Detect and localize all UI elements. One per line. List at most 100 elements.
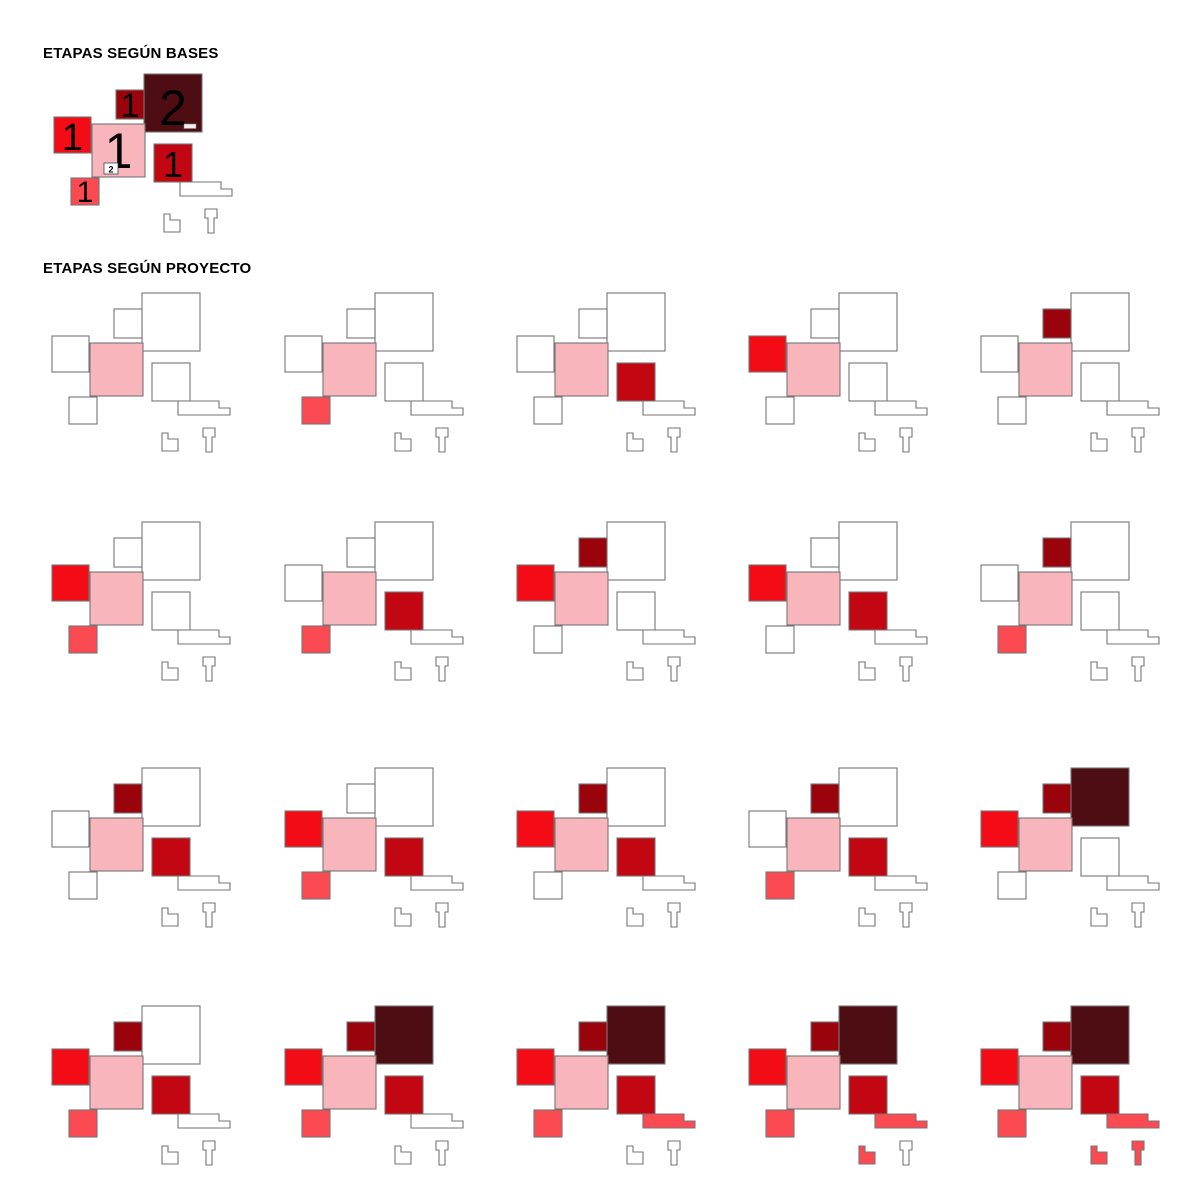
stage-number-bottom-left: 1 (77, 176, 94, 209)
building-bottom-left (70, 177, 100, 206)
building-l-annex (1090, 432, 1108, 452)
building-flask-tower (667, 656, 681, 682)
building-top-small (810, 783, 840, 814)
building-l-annex (858, 1145, 876, 1165)
building-top-small (810, 1021, 840, 1052)
building-bottom-left (533, 396, 563, 425)
building-long-hall (874, 629, 928, 645)
building-center (1018, 342, 1073, 397)
building-bottom-left (68, 625, 98, 654)
building-bottom-left (301, 1109, 331, 1138)
stage-number-big-square: 2 (159, 80, 187, 136)
building-top-small (578, 308, 608, 339)
building-right (848, 837, 888, 877)
building-flask-tower (202, 902, 216, 928)
site-plan-step-20 (980, 1005, 1160, 1166)
building-right (153, 143, 193, 183)
site-plan-step-15 (980, 767, 1160, 928)
building-flask-tower (1131, 902, 1145, 928)
building-center (786, 571, 841, 626)
building-right (384, 362, 424, 402)
building-long-hall (1106, 875, 1160, 891)
building-l-annex (161, 1145, 179, 1165)
building-long-hall (410, 629, 464, 645)
stage-number-top-small: 1 (121, 87, 140, 125)
building-l-annex (626, 1145, 644, 1165)
building-right (616, 837, 656, 877)
building-top-small (578, 537, 608, 568)
building-long-hall (1106, 400, 1160, 416)
building-flask-tower (1131, 1140, 1145, 1166)
building-left (284, 1048, 323, 1086)
building-left (53, 116, 92, 154)
building-big-square (374, 292, 434, 352)
site-plan-step-2 (284, 292, 464, 453)
building-top-small (810, 537, 840, 568)
building-l-annex (161, 432, 179, 452)
building-l-annex (858, 661, 876, 681)
building-big-square (606, 521, 666, 581)
building-bottom-left (301, 396, 331, 425)
building-right (848, 362, 888, 402)
section-title-proyecto: ETAPAS SEGÚN PROYECTO (43, 260, 252, 277)
site-plan-step-6 (51, 521, 231, 682)
building-right (848, 1075, 888, 1115)
building-left (748, 564, 787, 602)
building-center (554, 1055, 609, 1110)
building-long-hall (410, 400, 464, 416)
building-top-small (1042, 1021, 1072, 1052)
building-right (151, 362, 191, 402)
building-flask-tower (899, 656, 913, 682)
building-left (516, 1048, 555, 1086)
building-top-small (115, 89, 145, 120)
building-top-small (1042, 783, 1072, 814)
building-flask-tower (204, 208, 218, 234)
building-left (51, 1048, 90, 1086)
building-big-square (838, 292, 898, 352)
building-left (284, 810, 323, 848)
building-left (748, 810, 787, 848)
building-flask-tower (899, 902, 913, 928)
building-center (1018, 817, 1073, 872)
building-left (980, 810, 1019, 848)
building-flask-tower (899, 1140, 913, 1166)
building-left (980, 564, 1019, 602)
building-l-annex (161, 661, 179, 681)
building-big-square (143, 73, 203, 133)
building-l-annex (394, 432, 412, 452)
building-long-hall (1106, 629, 1160, 645)
building-l-annex (1090, 907, 1108, 927)
building-big-square (838, 767, 898, 827)
section-title-bases: ETAPAS SEGÚN BASES (43, 45, 219, 62)
building-center (89, 571, 144, 626)
building-bottom-left (68, 1109, 98, 1138)
building-top-small (346, 1021, 376, 1052)
building-bottom-left (997, 871, 1027, 900)
building-l-annex (394, 907, 412, 927)
building-top-small (346, 308, 376, 339)
building-big-square (374, 767, 434, 827)
building-flask-tower (202, 656, 216, 682)
building-l-annex (858, 907, 876, 927)
building-bottom-left (301, 871, 331, 900)
building-right (151, 837, 191, 877)
building-l-annex (161, 907, 179, 927)
building-center (89, 817, 144, 872)
building-right (151, 591, 191, 631)
building-center (554, 571, 609, 626)
building-flask-tower (1131, 656, 1145, 682)
site-plan-step-8 (516, 521, 696, 682)
building-big-square (838, 521, 898, 581)
building-bottom-left (997, 625, 1027, 654)
building-flask-tower (435, 1140, 449, 1166)
building-long-hall (177, 875, 231, 891)
building-bottom-left (533, 871, 563, 900)
building-flask-tower (667, 902, 681, 928)
building-flask-tower (667, 427, 681, 453)
building-left (284, 335, 323, 373)
building-big-square (141, 292, 201, 352)
building-left (748, 335, 787, 373)
site-plan-step-11 (51, 767, 231, 928)
building-big-square (1070, 292, 1130, 352)
stage-number-right: 1 (163, 144, 183, 185)
